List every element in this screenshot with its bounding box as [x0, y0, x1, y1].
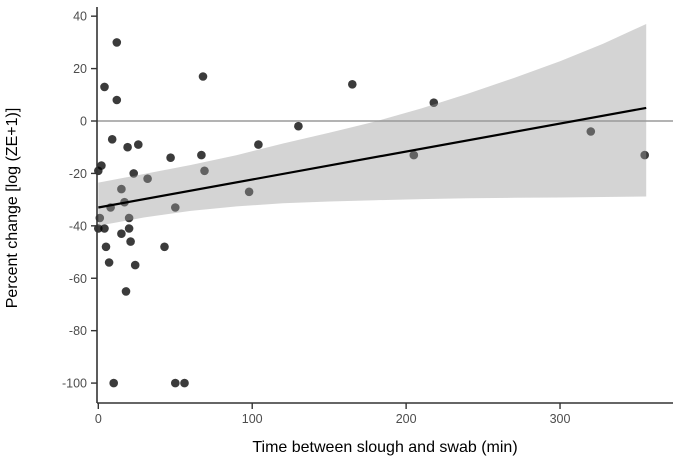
data-point — [124, 224, 134, 233]
data-point — [117, 229, 126, 238]
x-tick-label: 0 — [95, 412, 102, 426]
y-tick-label: 0 — [80, 115, 87, 129]
data-point — [130, 260, 140, 270]
data-point — [429, 98, 439, 107]
data-point — [112, 95, 122, 105]
x-axis-title: Time between slough and swab (min) — [252, 439, 517, 456]
data-point — [109, 378, 118, 388]
data-point — [244, 187, 254, 197]
data-point — [348, 80, 357, 89]
data-point — [121, 287, 131, 296]
regression-line-layer — [98, 106, 647, 209]
data-point — [112, 38, 122, 47]
y-axis-title: Percent change [log (ZE+1)] — [4, 108, 21, 309]
y-tick-label: -100 — [62, 377, 87, 391]
data-point — [117, 184, 126, 194]
data-point — [171, 378, 180, 388]
data-point — [100, 82, 109, 92]
data-point — [134, 140, 143, 149]
data-point — [160, 242, 169, 252]
data-point — [129, 169, 138, 178]
regression-line — [98, 106, 647, 209]
y-tick-label: -80 — [69, 324, 87, 338]
confidence-band-layer — [98, 24, 647, 226]
data-point — [143, 174, 152, 183]
data-point — [294, 121, 303, 131]
data-point — [123, 142, 132, 152]
axes-layer — [91, 7, 673, 409]
y-tick-label: 40 — [73, 10, 87, 24]
data-point — [254, 140, 263, 149]
data-point — [200, 166, 209, 176]
data-point — [166, 153, 175, 162]
x-tick-label: 300 — [550, 412, 571, 426]
data-point — [124, 213, 134, 223]
y-tick-label: -60 — [69, 272, 87, 286]
data-point — [104, 258, 114, 267]
x-tick-label: 200 — [396, 412, 417, 426]
data-point — [171, 203, 180, 212]
data-point — [409, 150, 419, 160]
data-point — [197, 150, 206, 160]
x-tick-label: 100 — [242, 412, 263, 426]
data-point — [586, 127, 596, 136]
data-point — [198, 72, 208, 81]
y-tick-label: -20 — [69, 167, 87, 181]
data-point — [126, 237, 135, 246]
y-tick-label: -40 — [69, 219, 87, 233]
data-point — [640, 150, 649, 160]
data-point — [100, 224, 109, 233]
data-point — [101, 242, 111, 252]
data-points-layer — [94, 38, 649, 388]
y-tick-label: 20 — [73, 62, 87, 76]
data-point — [107, 135, 117, 144]
confidence-band — [98, 24, 647, 226]
data-point — [180, 378, 189, 388]
